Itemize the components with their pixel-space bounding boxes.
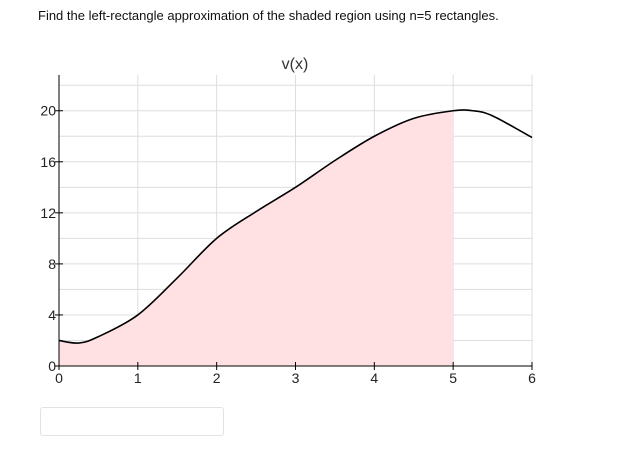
- y-tick-label: 12: [40, 205, 56, 221]
- x-tick-label: 5: [449, 370, 457, 386]
- x-tick-label: 0: [55, 370, 63, 386]
- x-tick-label: 3: [292, 370, 300, 386]
- y-tick-label: 0: [48, 358, 56, 374]
- x-tick-label: 1: [134, 370, 142, 386]
- curve-layer: [58, 109, 533, 344]
- shaded-region-layer: [59, 110, 454, 367]
- x-tick-label: 4: [370, 370, 378, 386]
- function-curve: [58, 109, 533, 344]
- y-tick-label: 16: [40, 154, 56, 170]
- chart-title: v(x): [282, 56, 309, 73]
- x-tick-label: 6: [528, 370, 536, 386]
- axis-layer: [55, 75, 533, 370]
- y-tick-label: 20: [40, 103, 56, 119]
- answer-input[interactable]: [40, 407, 224, 436]
- question-text: Find the left-rectangle approximation of…: [38, 8, 499, 23]
- x-tick-label: 2: [213, 370, 221, 386]
- y-tick-label: 4: [48, 307, 56, 323]
- shaded-region: [59, 110, 454, 367]
- y-tick-label: 8: [48, 256, 56, 272]
